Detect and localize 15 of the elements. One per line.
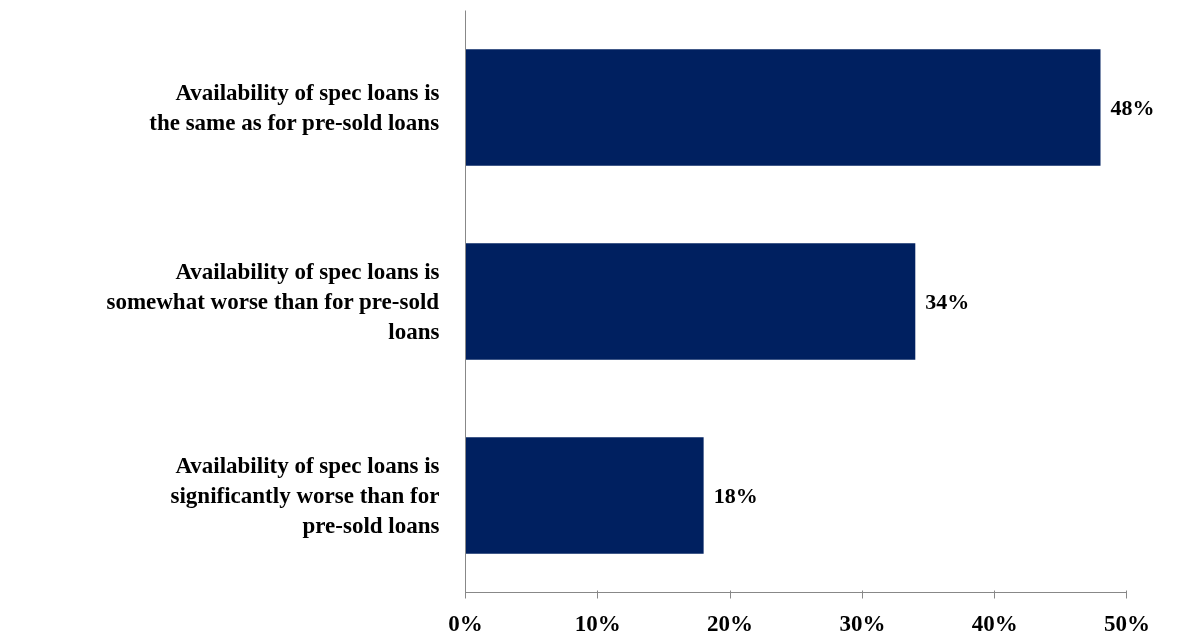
x-tick-label: 50% bbox=[1103, 610, 1150, 636]
x-tick-label: 20% bbox=[707, 610, 754, 636]
x-tick-label: 30% bbox=[839, 610, 886, 636]
bar bbox=[465, 49, 1101, 166]
y-tick-label: Availability of spec loans is the same as for pre-sold loans bbox=[149, 80, 440, 135]
bar bbox=[465, 243, 916, 360]
bar bbox=[465, 437, 704, 554]
y-tick-label: Availability of spec loans is somewhat worse than for pre-sold loans bbox=[106, 259, 440, 344]
x-tick-label: 0% bbox=[448, 610, 483, 636]
x-tick-label: 40% bbox=[971, 610, 1018, 636]
data-label: 34% bbox=[925, 289, 970, 314]
data-label: 48% bbox=[1110, 95, 1155, 120]
x-tick-label: 10% bbox=[574, 610, 621, 636]
y-tick-label: Availability of spec loans is significantly worse than for pre-sold loans bbox=[170, 453, 440, 538]
data-label: 18% bbox=[713, 483, 758, 508]
